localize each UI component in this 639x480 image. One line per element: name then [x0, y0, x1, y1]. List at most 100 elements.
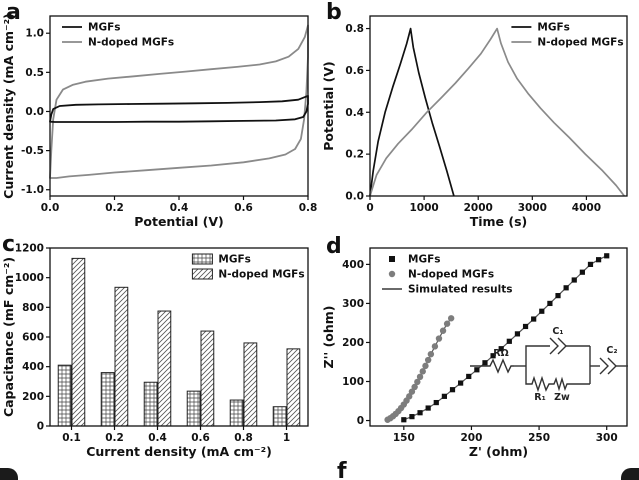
bar: [143, 381, 158, 427]
y-axis-label: Potential (V): [321, 61, 336, 151]
data-point: [539, 308, 545, 314]
y-tick-label: 0.6: [345, 65, 364, 77]
warburg-zw-icon: [552, 376, 570, 392]
data-point: [506, 338, 512, 344]
cv-chart: 0.0 0.2 0.4 0.6 0.8 -1.0 -0.5 0.0 0.5 1.0 Potentia…: [0, 0, 320, 232]
x-axis-label: Z' (ohm): [469, 444, 528, 459]
capacitance-bar-chart: 0.1 0.2 0.4 0.6 0.8 1 0 200 400 600 800 1000 1200 Cur…: [0, 232, 320, 462]
resistor-r-ohm-icon: [488, 358, 514, 374]
data-point: [587, 261, 594, 267]
x-tick-label: 0.6: [234, 202, 253, 214]
data-point: [433, 399, 439, 406]
legend-swatch: [389, 256, 395, 262]
data-point: [401, 417, 407, 423]
bar: [272, 406, 287, 427]
bar: [243, 342, 258, 427]
y-tick-label: 0: [357, 415, 364, 427]
label-c1: C₁: [552, 326, 563, 337]
data-point: [514, 331, 521, 337]
data-point: [417, 410, 423, 416]
bar: [186, 390, 201, 427]
label-r-ohm: RΩ: [493, 348, 508, 359]
y-tick-label: 300: [342, 298, 364, 310]
data-point: [424, 356, 432, 364]
data-point: [409, 414, 415, 420]
y-tick-label: 0.4: [345, 107, 364, 119]
label-zw: Zw: [554, 392, 570, 403]
x-tick-label: 3000: [518, 202, 547, 214]
y-tick-label: 1000: [15, 272, 44, 284]
panel-d: d 150 200 250 300 0 100 200 300 400 Z' (ohm) Z'' (…: [320, 232, 639, 462]
data-point: [482, 360, 488, 366]
y-tick-label: 0.2: [345, 149, 364, 161]
y-tick-label: 1200: [15, 243, 44, 255]
data-point: [425, 405, 431, 411]
x-axis-label: Time (s): [470, 214, 528, 229]
panel-label-b: b: [326, 0, 342, 25]
x-tick-label: 0.8: [234, 432, 253, 444]
legend-label: Simulated results: [408, 284, 512, 296]
data-point: [555, 293, 561, 299]
cv-chart: 0.0 0.2 0.4 0.6 0.8 -1.0 -0.5 0.0 0.5 1.0 Potentia…: [1, 13, 317, 229]
x-tick-label: 300: [596, 432, 618, 444]
data-point: [419, 368, 426, 375]
y-tick-label: 0.8: [345, 23, 364, 35]
data-point: [414, 378, 421, 386]
data-point: [443, 320, 451, 327]
panel-label-d: d: [326, 234, 342, 259]
y-tick-label: 0.5: [25, 67, 44, 79]
series-line: [369, 27, 455, 197]
legend-label: MGFs: [537, 22, 570, 34]
capacitor-c1-icon: [549, 337, 559, 355]
data-point: [435, 335, 443, 342]
x-tick-label: 4000: [572, 202, 601, 214]
bar: [71, 257, 86, 427]
y-tick-label: 0: [37, 421, 44, 433]
label-r1: R₁: [534, 392, 545, 403]
bar: [286, 348, 301, 427]
x-tick-label: 0.0: [41, 202, 60, 214]
x-tick-label: 1000: [409, 202, 438, 214]
x-tick-label: 0.2: [105, 202, 124, 214]
bar: [229, 399, 244, 427]
legend-label: N-doped MGFs: [88, 37, 174, 49]
y-tick-label: 1.0: [25, 28, 44, 40]
y-tick-label: 200: [342, 337, 364, 349]
series-line: [369, 27, 625, 197]
data-point: [416, 373, 424, 381]
x-tick-label: 2000: [464, 202, 493, 214]
equivalent-circuit-svg: RΩ C₁ C₂ R₁ Zw: [470, 326, 628, 403]
x-tick-label: 150: [393, 432, 415, 444]
data-point: [571, 277, 577, 283]
data-point: [531, 316, 537, 322]
data-point: [408, 388, 416, 395]
data-point: [422, 362, 429, 370]
legend-label: MGFs: [218, 254, 251, 266]
x-tick-label: 0.2: [105, 432, 124, 444]
x-tick-label: 0.4: [148, 432, 167, 444]
gcd-chart: 0 1000 2000 3000 4000 0.0 0.2 0.4 0.6 0.8 Time (s)…: [321, 15, 628, 229]
y-tick-label: 600: [22, 332, 44, 344]
x-axis-label: Current density (mA cm⁻²): [86, 444, 272, 459]
capacitor-c1-icon: [557, 337, 567, 355]
data-point: [522, 323, 529, 330]
x-tick-label: 0.6: [191, 432, 210, 444]
data-point: [498, 346, 504, 352]
series-line: [49, 24, 309, 179]
legend-swatch: [191, 253, 213, 265]
circuit-wires: [470, 337, 628, 393]
data-point: [427, 350, 435, 358]
y-axis-label: Capacitance (mF cm⁻²): [1, 257, 16, 417]
bar: [57, 364, 72, 427]
legend-label: N-doped MGFs: [218, 269, 304, 281]
panel-b: b 0 1000 2000 3000 4000 0.0 0.2 0.4 0.6 0.8 Time (…: [320, 0, 639, 232]
y-tick-label: 0.0: [25, 106, 44, 118]
y-tick-label: -1.0: [21, 184, 44, 196]
y-tick-label: 200: [22, 391, 44, 403]
data-point: [547, 300, 553, 307]
capacitor-c2-icon: [599, 357, 609, 375]
x-axis-label: Potential (V): [134, 214, 224, 229]
data-point: [439, 327, 447, 334]
equivalent-circuit-inset: RΩ C₁ C₂ R₁ Zw: [468, 324, 632, 404]
